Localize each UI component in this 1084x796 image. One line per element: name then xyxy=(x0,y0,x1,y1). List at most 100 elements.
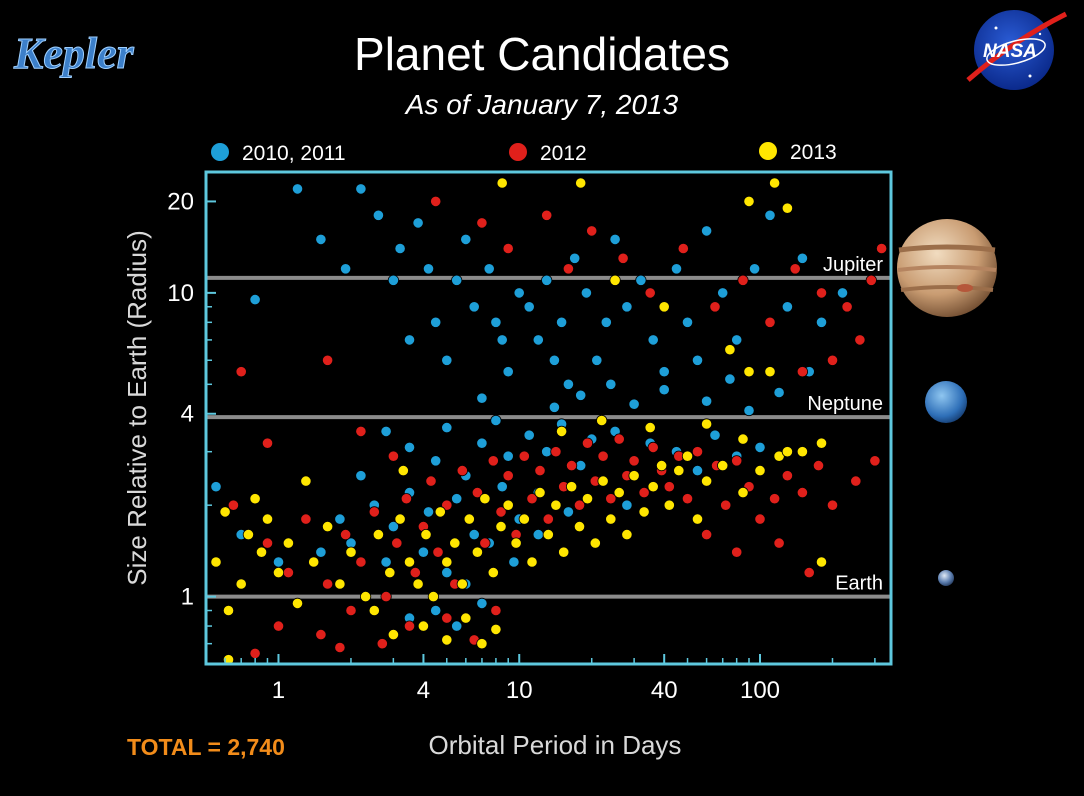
data-point xyxy=(409,566,421,579)
data-point xyxy=(315,546,327,558)
data-point xyxy=(700,528,713,541)
data-point xyxy=(441,556,453,568)
data-point xyxy=(384,566,396,579)
data-point xyxy=(581,493,594,505)
data-point xyxy=(628,455,640,467)
data-point xyxy=(518,513,530,525)
data-point xyxy=(282,566,294,579)
data-point xyxy=(355,425,367,437)
data-point xyxy=(315,233,327,245)
data-point xyxy=(441,354,453,366)
data-point xyxy=(580,287,593,299)
data-point xyxy=(569,252,581,264)
data-point xyxy=(222,654,235,664)
data-point xyxy=(647,441,659,453)
reference-label-neptune: Neptune xyxy=(807,393,883,415)
data-point xyxy=(496,177,508,189)
plot-area: 1 4 10 40 100 1 4 10 20 Jupiter Neptune Earth xyxy=(167,170,893,704)
data-point xyxy=(815,287,828,299)
data-point xyxy=(609,233,621,245)
data-point xyxy=(558,546,570,558)
reference-label-jupiter: Jupiter xyxy=(823,254,883,276)
data-point xyxy=(609,274,621,286)
y-axis: 1 4 10 20 xyxy=(167,188,216,645)
data-point xyxy=(591,354,603,366)
data-point xyxy=(781,202,794,214)
data-point xyxy=(596,414,608,427)
data-point xyxy=(854,334,866,346)
earth-image xyxy=(938,570,954,586)
data-point xyxy=(796,486,809,499)
data-point xyxy=(575,177,587,189)
data-point xyxy=(441,612,453,624)
data-point xyxy=(518,450,530,462)
data-point xyxy=(638,506,650,518)
x-tick-label: 4 xyxy=(417,677,430,704)
data-point xyxy=(691,446,704,458)
data-point xyxy=(502,242,514,255)
data-point xyxy=(219,506,231,518)
data-point xyxy=(291,183,304,195)
data-point xyxy=(441,634,453,646)
data-point xyxy=(334,513,346,525)
data-point xyxy=(621,499,633,511)
data-point xyxy=(380,425,392,437)
data-point xyxy=(355,556,367,568)
data-point xyxy=(748,263,761,275)
data-point xyxy=(621,301,633,313)
data-point xyxy=(815,556,828,568)
data-point xyxy=(526,556,538,568)
data-point xyxy=(850,475,862,487)
data-point xyxy=(334,641,346,654)
y-tick-label: 4 xyxy=(181,401,194,428)
data-point xyxy=(658,384,670,396)
data-point xyxy=(743,195,755,207)
data-point xyxy=(550,499,562,511)
data-point xyxy=(210,481,222,493)
data-point xyxy=(673,464,685,477)
data-point xyxy=(773,537,785,549)
data-point xyxy=(709,301,721,313)
data-point xyxy=(658,301,670,313)
data-point xyxy=(737,433,749,445)
data-point xyxy=(644,287,656,299)
data-point xyxy=(476,638,488,650)
data-point xyxy=(865,274,877,286)
data-point xyxy=(541,209,553,221)
data-point xyxy=(709,429,721,441)
data-point xyxy=(387,628,399,641)
data-point xyxy=(613,433,625,445)
data-point xyxy=(523,429,535,441)
data-point xyxy=(441,499,453,511)
data-point xyxy=(476,437,488,449)
data-point xyxy=(510,537,522,549)
data-point xyxy=(773,386,785,399)
x-tick-label: 10 xyxy=(506,677,533,704)
data-point xyxy=(754,441,766,453)
data-point xyxy=(412,578,424,590)
data-point xyxy=(613,486,625,499)
data-point xyxy=(321,520,334,533)
nasa-logo: NASA xyxy=(966,10,1068,90)
data-point xyxy=(768,177,781,189)
data-point xyxy=(681,316,694,328)
data-point xyxy=(261,437,274,449)
plot-frame xyxy=(204,170,893,666)
data-point xyxy=(508,556,520,568)
data-point xyxy=(468,528,480,541)
data-points xyxy=(210,177,888,664)
data-point xyxy=(471,486,483,499)
svg-text:Kepler: Kepler xyxy=(13,29,135,78)
data-point xyxy=(300,513,312,525)
data-point xyxy=(600,316,612,328)
data-point xyxy=(468,301,480,313)
data-point xyxy=(394,242,406,255)
data-point xyxy=(427,590,439,603)
data-point xyxy=(308,556,320,568)
data-point xyxy=(754,513,766,525)
data-point xyxy=(815,437,828,449)
data-point xyxy=(372,209,384,221)
data-point xyxy=(573,520,586,533)
data-point xyxy=(451,493,463,505)
